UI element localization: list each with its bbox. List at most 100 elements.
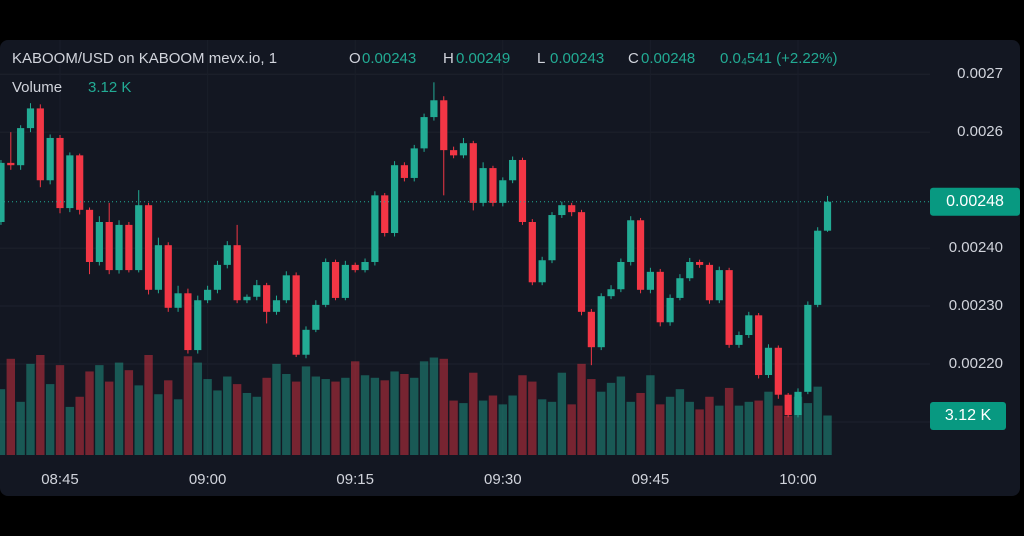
volume-bar <box>498 404 507 455</box>
candle-body <box>794 391 802 416</box>
last-price-tag <box>930 187 1020 216</box>
candle-body <box>696 261 704 265</box>
volume-bar <box>587 379 596 455</box>
volume-bar <box>783 415 793 455</box>
volume-bar <box>547 401 557 455</box>
volume-bar <box>282 373 291 455</box>
volume-bar <box>134 385 143 455</box>
candle-body <box>56 137 64 209</box>
volume-bar <box>734 405 744 455</box>
volume-bar <box>311 376 321 455</box>
candle-body <box>627 220 635 262</box>
volume-bar <box>577 363 586 455</box>
candle-body <box>410 148 418 178</box>
candle-body <box>686 261 694 279</box>
volume-bar <box>695 409 704 455</box>
candle-body <box>705 264 714 301</box>
symbol-title: KABOOM/USD on KABOOM mevx.io, 1 <box>12 50 277 67</box>
candle-body <box>420 117 428 149</box>
volume-bar <box>705 396 714 455</box>
y-tick-label: 0.00240 <box>949 239 1003 256</box>
candle-body <box>499 180 507 203</box>
volume-bar <box>793 396 803 455</box>
candle-body <box>568 205 576 213</box>
volume-bar <box>45 384 55 455</box>
volume-bar <box>616 376 626 455</box>
volume-bar <box>26 363 35 455</box>
volume-bar <box>370 377 380 455</box>
candle-body <box>646 271 654 290</box>
candle-body <box>607 289 615 297</box>
candle-body <box>331 261 340 298</box>
volume-bar <box>291 381 301 455</box>
volume-bar <box>0 389 6 455</box>
candle-body <box>312 304 320 330</box>
low-value: 0.00243 <box>550 50 604 67</box>
volume-bar <box>114 362 124 455</box>
candle-body <box>243 296 251 301</box>
volume-bar <box>744 401 753 455</box>
candle-body <box>666 297 674 323</box>
volume-bar <box>488 395 498 455</box>
candle-body <box>263 285 271 312</box>
x-tick-label: 09:45 <box>632 471 670 488</box>
candle-body <box>725 270 733 345</box>
x-tick-label: 09:15 <box>336 471 374 488</box>
volume-value: 3.12 K <box>88 79 131 96</box>
candle-body <box>381 195 389 234</box>
volume-label: Volume <box>12 79 62 96</box>
candle-body <box>764 347 773 376</box>
x-tick-label: 09:00 <box>189 471 227 488</box>
volume-bar <box>439 358 448 455</box>
volume-bar <box>449 400 458 455</box>
volume-bar <box>193 362 202 455</box>
volume-bar <box>242 392 252 455</box>
candle-body <box>774 347 782 395</box>
volume-bar <box>321 379 330 455</box>
volume-bar <box>626 401 635 455</box>
candle-body <box>223 245 231 265</box>
candle-body <box>341 264 349 298</box>
candle-body <box>755 315 763 376</box>
plot-area <box>0 82 930 455</box>
volume-bar <box>164 380 173 455</box>
volume-bar <box>85 371 94 455</box>
chart-panel <box>0 40 1020 496</box>
candle-body <box>430 100 438 118</box>
volume-bar <box>410 377 419 455</box>
candle-body <box>636 220 645 290</box>
candle-body <box>213 264 222 290</box>
volume-bar <box>597 391 606 455</box>
volume-bar <box>685 401 694 455</box>
open-label: O <box>349 50 361 67</box>
legend-header: KABOOM/USD on KABOOM mevx.io, 1 O 0.0024… <box>12 50 837 96</box>
volume-bar <box>351 361 360 455</box>
volume-bar <box>124 370 134 455</box>
candle-body <box>85 209 94 262</box>
candle-body <box>469 143 477 203</box>
candle-body <box>804 304 812 392</box>
candle-body <box>735 335 743 345</box>
open-value: 0.00243 <box>362 50 416 67</box>
x-tick-label: 09:30 <box>484 471 522 488</box>
candle-body <box>36 108 44 181</box>
candle-body <box>204 289 212 301</box>
volume-bar <box>567 404 576 455</box>
volume-bar <box>508 395 517 455</box>
volume-bar <box>203 379 212 455</box>
volume-tag-label: 3.12 K <box>945 407 992 424</box>
volume-bar <box>724 387 734 455</box>
grid <box>0 40 930 455</box>
candle-body <box>656 271 664 323</box>
candle-body <box>823 201 832 231</box>
volume-bar <box>813 386 822 455</box>
candle-body <box>617 261 625 290</box>
candle-body <box>361 261 369 271</box>
volume-bar <box>183 356 193 455</box>
volume-bar <box>390 371 399 455</box>
candle-body <box>194 300 202 351</box>
volume-bar <box>665 396 675 455</box>
high-label: H <box>443 50 454 67</box>
volume-bar <box>764 391 773 455</box>
candle-body <box>577 212 586 312</box>
